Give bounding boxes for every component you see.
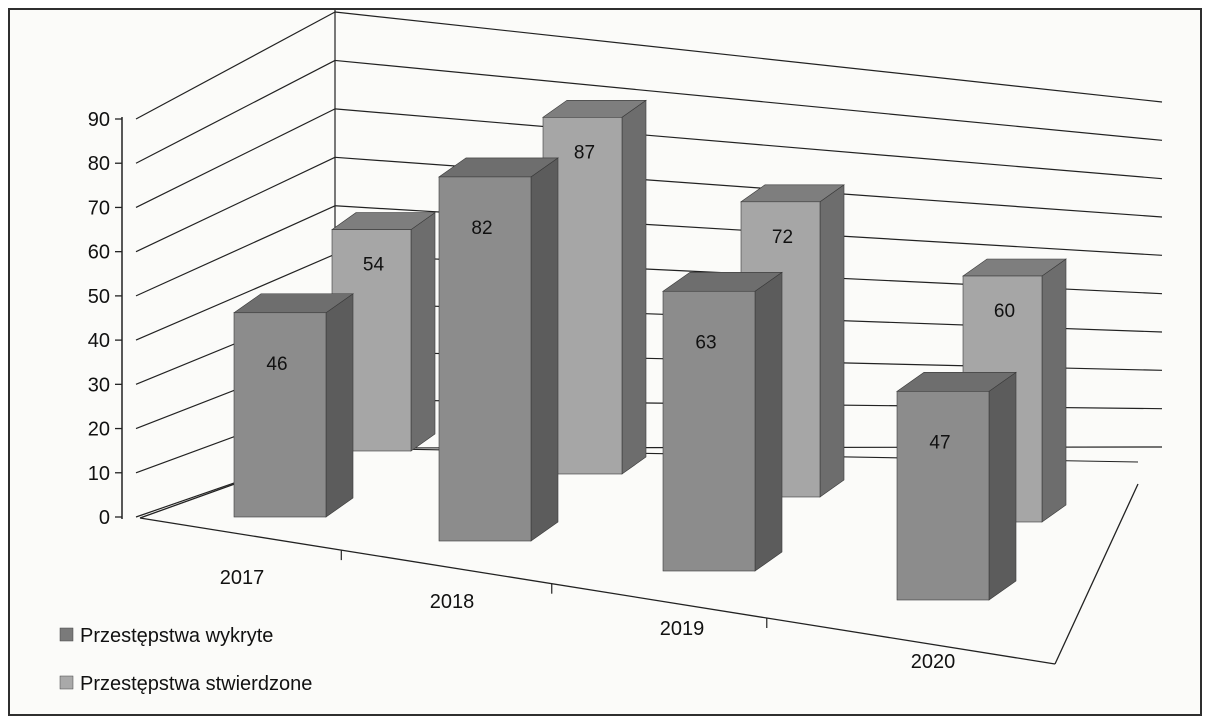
y-tick-label: 50	[88, 286, 110, 308]
data-label-wykryte: 46	[266, 354, 287, 375]
y-tick-label: 30	[88, 374, 110, 396]
bar-side	[325, 293, 354, 518]
bars	[233, 99, 1067, 601]
gridline-back	[334, 108, 1163, 180]
legend-swatch-wykryte	[59, 627, 74, 642]
gridline-wall	[135, 156, 336, 253]
y-tick-label: 60	[88, 242, 110, 264]
bar-front	[896, 391, 990, 601]
y-tick-label: 20	[88, 419, 110, 441]
gridline-back	[334, 11, 1163, 103]
data-label-stwierdzone: 54	[363, 255, 385, 276]
data-label-stwierdzone: 72	[772, 227, 793, 248]
bar-wykryte	[662, 271, 783, 572]
bar-side	[1041, 258, 1067, 523]
y-tick-label: 0	[99, 507, 110, 529]
x-tick-label: 2019	[660, 618, 705, 640]
bar-side	[988, 371, 1017, 601]
gridline-wall	[135, 11, 336, 120]
legend: Przestępstwa wykryte Przestępstwa stwier…	[59, 625, 312, 695]
gridline-back	[334, 59, 1163, 141]
floor-right-edge	[1054, 483, 1139, 665]
bar-side	[754, 271, 783, 572]
x-tick-label: 2020	[911, 651, 956, 673]
bar-front	[438, 176, 532, 542]
bar-front	[662, 290, 756, 572]
bar-wykryte	[438, 157, 559, 542]
x-tick-label: 2017	[220, 567, 265, 589]
bar-wykryte	[233, 293, 354, 518]
bar-side	[530, 157, 559, 542]
legend-label-stwierdzone: Przestępstwa stwierdzone	[80, 673, 312, 695]
gridline-wall	[135, 108, 336, 208]
labels: 0 10 20 30 40 50 60 70 80 90 2017 2018 2019 2020 54 87 7…	[88, 109, 1015, 673]
bar-wykryte	[896, 371, 1017, 601]
y-tick-label: 40	[88, 330, 110, 352]
legend-label-wykryte: Przestępstwa wykryte	[80, 625, 273, 647]
legend-swatch-stwierdzone	[59, 675, 74, 690]
bar-side	[621, 99, 647, 475]
y-tick-label: 90	[88, 109, 110, 131]
bar-side	[410, 212, 436, 452]
x-tick-label: 2018	[430, 591, 475, 613]
data-label-stwierdzone: 87	[574, 142, 595, 163]
gridline-wall	[135, 59, 336, 164]
data-label-wykryte: 63	[695, 332, 716, 353]
y-tick-label: 80	[88, 153, 110, 175]
bar-front	[233, 312, 327, 518]
x-axis	[139, 517, 1056, 665]
gridline-wall	[135, 205, 336, 297]
gridline-wall	[135, 253, 336, 341]
data-label-wykryte: 47	[929, 432, 950, 453]
data-label-stwierdzone: 60	[994, 301, 1015, 322]
bar-side	[819, 184, 845, 498]
y-tick-label: 10	[88, 463, 110, 485]
data-label-wykryte: 82	[471, 218, 492, 239]
y-tick-label: 70	[88, 197, 110, 219]
